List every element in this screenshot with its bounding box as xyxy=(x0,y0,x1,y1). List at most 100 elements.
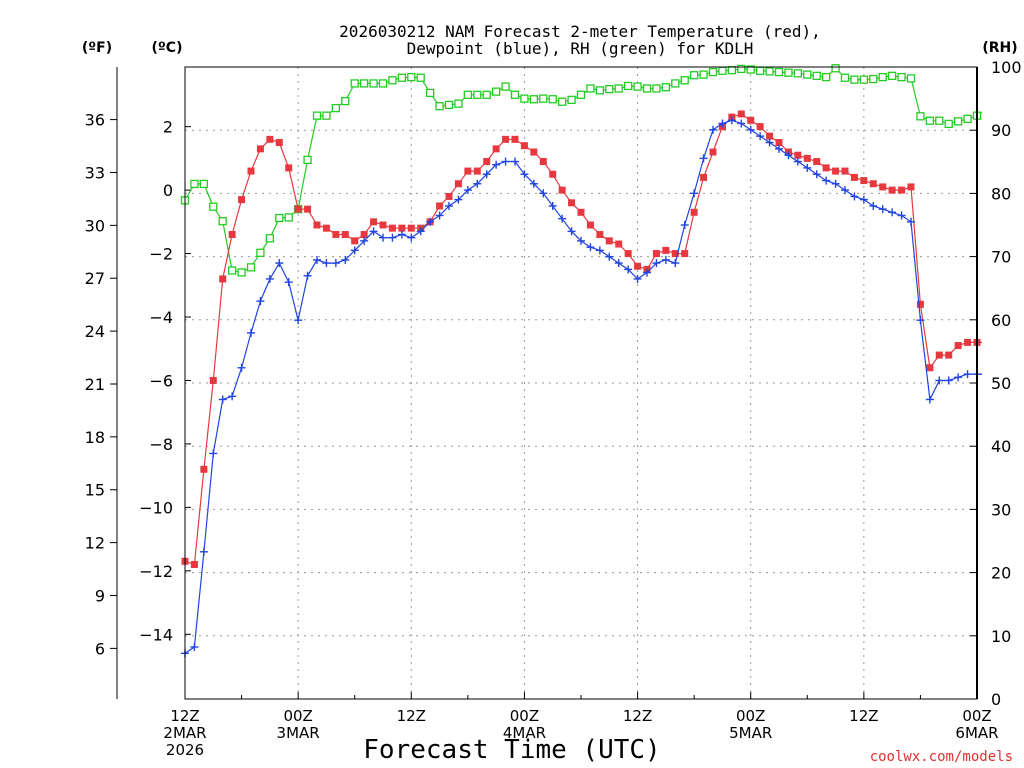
temperature-point xyxy=(351,237,359,245)
rh-point xyxy=(388,76,397,85)
temperature-point xyxy=(596,231,604,239)
dewpoint-point xyxy=(397,230,406,239)
temperature-point xyxy=(275,139,283,147)
dewpoint-point xyxy=(624,265,633,274)
dewpoint-point xyxy=(897,211,906,220)
temperature-point xyxy=(709,148,717,156)
rh-point xyxy=(755,66,765,75)
rh-point xyxy=(209,202,218,211)
celsius-tick-label: −12 xyxy=(139,562,173,581)
rh-point xyxy=(501,82,510,91)
temperature-point xyxy=(860,177,868,185)
dewpoint-point xyxy=(237,363,246,372)
temperature-point xyxy=(700,173,708,181)
dewpoint-point xyxy=(765,138,774,147)
dewpoint-point xyxy=(869,201,878,210)
rh-point xyxy=(953,117,963,126)
rh-point xyxy=(992,93,999,100)
temperature-point xyxy=(473,167,481,175)
dewpoint-point xyxy=(907,217,915,226)
rh-point xyxy=(595,86,605,95)
rh-point xyxy=(557,97,567,106)
celsius-tick-label: 0 xyxy=(163,181,173,200)
rh-point xyxy=(878,72,887,82)
temperature-point xyxy=(898,186,906,194)
temperature-point xyxy=(747,116,755,124)
rh-point xyxy=(727,66,737,75)
fahrenheit-tick-label: 30 xyxy=(85,216,105,235)
x-tick-label: 2026 xyxy=(166,741,204,759)
x-tick-label: 3MAR xyxy=(277,724,320,742)
dewpoint-point xyxy=(322,259,331,268)
celsius-tick-label: −2 xyxy=(149,245,173,264)
temperature-point xyxy=(454,180,462,188)
temperature-point xyxy=(794,151,802,159)
dewpoint-point xyxy=(878,205,887,214)
celsius-axis-label: (ºC) xyxy=(152,40,183,56)
rh-point xyxy=(463,90,473,99)
x-tick-label: 00Z xyxy=(736,707,765,725)
rh-point xyxy=(623,81,633,91)
dewpoint-point xyxy=(435,211,444,220)
rh-point xyxy=(576,90,586,99)
temperature-point xyxy=(445,192,453,200)
dewpoint-point xyxy=(859,195,868,204)
rh-point xyxy=(821,72,831,82)
temperature-point xyxy=(813,158,821,166)
rh-point xyxy=(840,73,850,82)
dewpoint-point xyxy=(586,243,595,252)
temperature-point xyxy=(803,154,811,162)
rh-point xyxy=(444,100,454,110)
rh-tick-label: 0 xyxy=(991,690,1001,709)
rh-point xyxy=(510,90,520,99)
dewpoint-point xyxy=(671,259,680,268)
dewpoint-point xyxy=(313,255,321,264)
dewpoint-point xyxy=(416,227,425,236)
dewpoint-point xyxy=(190,642,199,651)
dewpoint-point xyxy=(539,189,548,198)
rh-point xyxy=(256,248,265,257)
rh-point xyxy=(284,213,293,222)
temperature-point xyxy=(983,339,990,346)
rh-point xyxy=(793,69,803,78)
temperature-point xyxy=(926,364,934,372)
temperature-point xyxy=(558,186,566,194)
dewpoint-point xyxy=(605,252,614,261)
rh-point xyxy=(548,95,557,104)
rh-tick-label: 90 xyxy=(991,121,1011,140)
dewpoint-point xyxy=(492,160,501,169)
rh-point xyxy=(529,95,539,104)
temperature-point xyxy=(577,208,585,216)
rh-tick-label: 30 xyxy=(991,500,1011,519)
temperature-point xyxy=(832,167,840,175)
rh-point xyxy=(652,84,661,93)
dewpoint-point xyxy=(341,255,350,264)
dewpoint-point xyxy=(218,395,227,404)
dewpoint-point xyxy=(841,186,849,195)
fahrenheit-tick-label: 18 xyxy=(85,428,105,447)
dewpoint-point xyxy=(746,125,755,134)
rh-point xyxy=(774,67,784,77)
dewpoint-point xyxy=(982,370,990,378)
rh-point xyxy=(275,213,284,223)
temperature-point xyxy=(266,135,274,143)
dewpoint-point xyxy=(567,227,576,236)
rh-point xyxy=(520,94,529,103)
rh-point xyxy=(397,73,407,82)
rh-point xyxy=(765,67,774,76)
dewpoint-point xyxy=(529,179,538,188)
dewpoint-point xyxy=(426,217,435,226)
dewpoint-point xyxy=(463,186,472,195)
rh-point xyxy=(803,70,812,79)
dewpoint-point xyxy=(793,157,802,166)
dewpoint-point xyxy=(511,157,519,166)
x-tick-label: 12Z xyxy=(623,707,652,725)
dewpoint-point xyxy=(445,201,453,210)
temperature-point xyxy=(520,142,528,150)
fahrenheit-tick-label: 27 xyxy=(85,269,105,288)
dewpoint-point xyxy=(350,246,359,255)
rh-point xyxy=(642,84,652,93)
temperature-point xyxy=(256,145,264,153)
rh-point xyxy=(689,71,699,80)
